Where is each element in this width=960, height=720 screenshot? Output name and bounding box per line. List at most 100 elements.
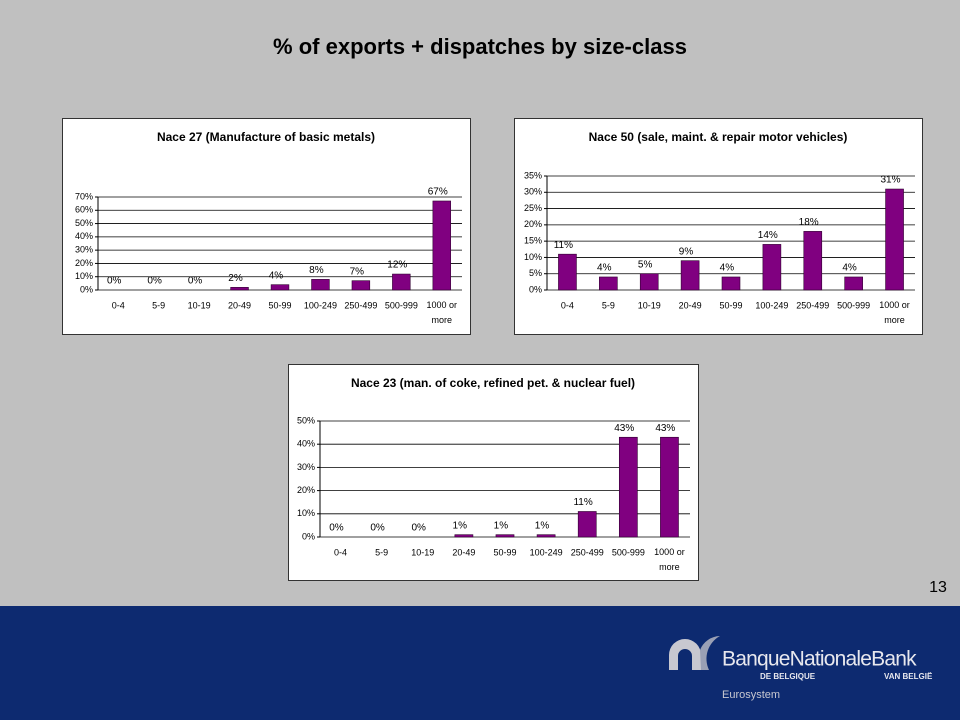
value-label: 1% [453, 520, 468, 531]
y-tick-label: 10% [297, 508, 315, 518]
bar [660, 436, 679, 538]
x-tick-label: 0-4 [561, 300, 574, 310]
x-tick-label: 20-49 [679, 300, 702, 310]
y-tick-label: 0% [529, 284, 542, 294]
y-tick-label: 15% [524, 236, 542, 246]
x-tick-label: 500-999 [837, 300, 870, 310]
value-label: 4% [269, 270, 284, 281]
value-label: 11% [573, 497, 592, 508]
y-tick-label: 60% [75, 205, 93, 215]
value-label: 43% [655, 423, 675, 434]
value-label: 43% [614, 423, 634, 434]
bar [351, 280, 371, 291]
x-tick-label: 100-249 [530, 547, 563, 557]
y-tick-label: 35% [524, 170, 542, 180]
y-tick-label: 10% [524, 252, 542, 262]
bar [536, 534, 556, 538]
x-tick-label: 500-999 [612, 547, 645, 557]
x-tick-label: 0-4 [112, 300, 125, 310]
y-tick-label: 50% [75, 218, 93, 228]
x-tick-label: 20-49 [228, 300, 251, 310]
bar [454, 534, 474, 538]
logo-brand: BanqueNationaleBank [722, 648, 917, 671]
value-label: 11% [554, 240, 573, 251]
bar [495, 534, 515, 538]
logo-network: Eurosystem [722, 689, 780, 701]
bar [680, 260, 700, 291]
slide-title: % of exports + dispatches by size-class [273, 34, 687, 59]
value-label: 12% [387, 260, 407, 271]
y-tick-label: 20% [75, 258, 93, 268]
y-tick-label: 70% [75, 191, 93, 201]
x-tick-label: 100-249 [755, 300, 788, 310]
y-tick-label: 30% [75, 245, 93, 255]
value-label: 0% [188, 276, 203, 287]
x-tick-label: 100-249 [304, 300, 337, 310]
value-label: 14% [758, 230, 778, 241]
y-tick-label: 25% [524, 203, 542, 213]
value-label: 31% [880, 175, 900, 186]
x-tick-label: 10-19 [638, 300, 661, 310]
value-label: 0% [329, 523, 344, 534]
chart: Nace 50 (sale, maint. & repair motor veh… [514, 118, 923, 335]
value-label: 67% [428, 187, 448, 198]
x-tick-label: 50-99 [719, 300, 742, 310]
page-number: 13 [929, 579, 947, 596]
value-label: 4% [597, 263, 612, 274]
x-tick-label: 5-9 [152, 300, 165, 310]
bar [577, 511, 597, 538]
bar [311, 279, 330, 291]
bar [762, 244, 782, 291]
x-tick-label: 0-4 [334, 547, 347, 557]
value-label: 1% [535, 520, 550, 531]
y-tick-label: 40% [297, 439, 315, 449]
bar [270, 284, 290, 291]
bar [803, 231, 823, 291]
x-tick-label: 5-9 [375, 547, 388, 557]
bar [599, 276, 618, 291]
value-label: 5% [638, 259, 653, 270]
x-tick-label: 250-499 [571, 547, 604, 557]
y-tick-label: 0% [80, 284, 93, 294]
y-tick-label: 40% [75, 231, 93, 241]
logo-mark-inner [669, 639, 701, 670]
value-label: 1% [494, 520, 509, 531]
chart-title: Nace 23 (man. of coke, refined pet. & nu… [351, 376, 635, 390]
x-tick-label: 1000 or more [427, 300, 458, 325]
chart: Nace 23 (man. of coke, refined pet. & nu… [288, 364, 699, 581]
value-label: 7% [350, 266, 365, 277]
value-label: 9% [679, 246, 694, 257]
bar [844, 276, 863, 291]
y-tick-label: 30% [524, 187, 542, 197]
chart-frame [514, 118, 923, 335]
y-tick-label: 20% [297, 485, 315, 495]
value-label: 2% [228, 273, 243, 284]
y-tick-label: 50% [297, 415, 315, 425]
bar [618, 436, 638, 538]
x-tick-label: 500-999 [385, 300, 418, 310]
x-tick-label: 20-49 [452, 547, 475, 557]
chart-title: Nace 27 (Manufacture of basic metals) [157, 130, 375, 144]
bar [885, 188, 904, 291]
x-tick-label: 5-9 [602, 300, 615, 310]
value-label: 4% [842, 263, 857, 274]
bar [230, 287, 249, 291]
bar [558, 253, 577, 291]
x-tick-label: 50-99 [268, 300, 291, 310]
x-tick-label: 250-499 [344, 300, 377, 310]
x-tick-label: 1000 or more [654, 547, 685, 572]
chart: Nace 27 (Manufacture of basic metals) 0% 1… [62, 118, 471, 335]
x-tick-label: 10-19 [188, 300, 211, 310]
value-label: 0% [370, 523, 385, 534]
value-label: 4% [720, 263, 735, 274]
logo-mark-outer [700, 636, 720, 670]
bar [721, 276, 741, 291]
value-label: 18% [799, 217, 819, 228]
y-tick-label: 30% [297, 462, 315, 472]
x-tick-label: 50-99 [493, 547, 516, 557]
bar [392, 273, 411, 291]
y-tick-label: 20% [524, 219, 542, 229]
bar [639, 273, 659, 291]
